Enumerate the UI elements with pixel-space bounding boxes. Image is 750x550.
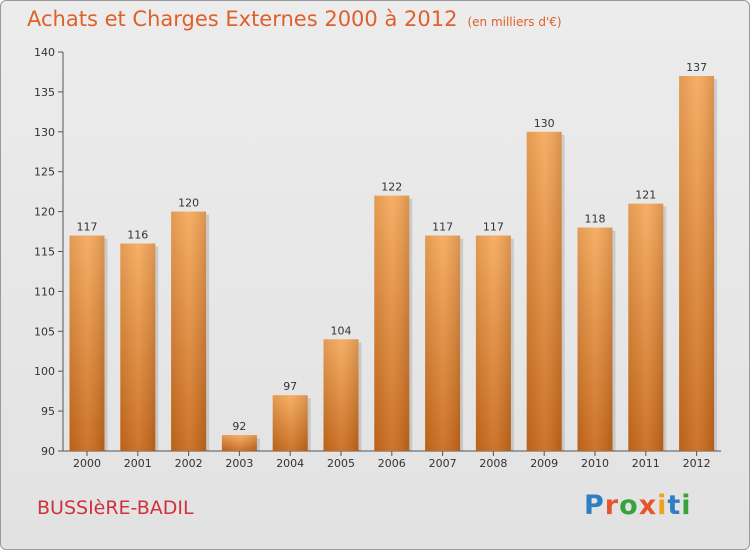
y-tick-label: 105 [34,325,55,338]
x-tick-label: 2001 [124,457,152,470]
y-tick-label: 95 [41,405,55,418]
x-tick-label: 2009 [530,457,558,470]
bar-shade [425,235,461,451]
proxiti-logo: Proxiti [584,490,692,521]
value-label-2007: 117 [432,221,453,234]
bar-shade [221,435,257,451]
y-tick-label: 110 [34,285,55,298]
logo-letter: i [681,490,692,521]
value-label-2012: 137 [686,61,707,74]
y-tick-label: 135 [34,86,55,99]
bar-shade [171,211,207,451]
value-label-2008: 117 [483,221,504,234]
chart-subtitle: (en milliers d'€) [467,15,562,29]
value-label-2003: 92 [232,420,246,433]
value-label-2001: 116 [127,229,148,242]
axes: 90 95 100 105 110 115 120 125 130 135 140 2000 2001 2… [34,46,721,470]
value-label-2005: 104 [331,324,352,337]
x-tick-label: 2005 [327,457,355,470]
logo-letter: r [604,490,620,521]
chart-title: Achats et Charges Externes 2000 à 2012 (e… [27,7,562,31]
bar-shade [475,235,511,451]
logo-letter: o [619,490,639,521]
logo-letter: t [667,490,682,521]
bar-shade [323,339,359,451]
bar-shade [69,235,105,451]
y-tick-label: 130 [34,126,55,139]
logo-letter: x [638,490,658,521]
y-tick-label: 120 [34,206,55,219]
bars [69,75,718,452]
chart-title-text: Achats et Charges Externes 2000 à 2012 [27,7,458,31]
x-tick-label: 2008 [479,457,507,470]
y-tick-label: 100 [34,365,55,378]
y-tick-label: 90 [41,445,55,458]
value-label-2004: 97 [283,380,297,393]
value-labels: 117 116 120 92 97 104 122 117 117 130 118 121 137 [77,61,708,433]
bar-shade [577,227,613,451]
bar-shade [526,131,562,452]
city-name: BUSSIèRE-BADIL [37,497,194,519]
value-label-2006: 122 [381,181,402,194]
x-tick-label: 2010 [581,457,609,470]
bar-shade [120,243,156,451]
x-tick-label: 2002 [175,457,203,470]
x-tick-label: 2003 [225,457,253,470]
value-label-2000: 117 [77,221,98,234]
y-tick-label: 115 [34,246,55,259]
y-tick-label: 140 [34,46,55,59]
x-tick-label: 2011 [632,457,660,470]
bar-shade [374,195,410,451]
x-tick-label: 2007 [429,457,457,470]
x-tick-label: 2004 [276,457,304,470]
bar-shade [679,75,715,451]
x-tick-label: 2006 [378,457,406,470]
bar-shade [272,395,308,451]
x-tick-label: 2000 [73,457,101,470]
logo-letter: i [657,490,668,521]
value-label-2010: 118 [585,213,606,226]
logo-letter: P [584,490,605,521]
value-label-2011: 121 [635,189,656,202]
value-label-2002: 120 [178,197,199,210]
bar-shade [628,203,664,451]
x-tick-label: 2012 [683,457,711,470]
value-label-2009: 130 [534,117,555,130]
y-tick-label: 125 [34,166,55,179]
